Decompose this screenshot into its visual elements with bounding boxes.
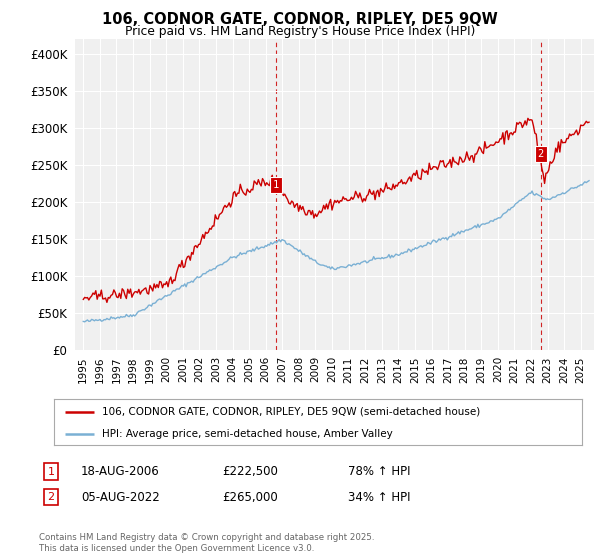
Text: 1: 1 (273, 180, 279, 190)
Text: 1: 1 (47, 466, 55, 477)
Text: 05-AUG-2022: 05-AUG-2022 (81, 491, 160, 504)
Text: 106, CODNOR GATE, CODNOR, RIPLEY, DE5 9QW: 106, CODNOR GATE, CODNOR, RIPLEY, DE5 9Q… (102, 12, 498, 27)
Text: £265,000: £265,000 (222, 491, 278, 504)
Text: 78% ↑ HPI: 78% ↑ HPI (348, 465, 410, 478)
Text: 18-AUG-2006: 18-AUG-2006 (81, 465, 160, 478)
Text: £222,500: £222,500 (222, 465, 278, 478)
Text: 2: 2 (47, 492, 55, 502)
Text: 34% ↑ HPI: 34% ↑ HPI (348, 491, 410, 504)
Text: HPI: Average price, semi-detached house, Amber Valley: HPI: Average price, semi-detached house,… (101, 428, 392, 438)
Text: Contains HM Land Registry data © Crown copyright and database right 2025.
This d: Contains HM Land Registry data © Crown c… (39, 533, 374, 553)
Text: Price paid vs. HM Land Registry's House Price Index (HPI): Price paid vs. HM Land Registry's House … (125, 25, 475, 38)
Text: 106, CODNOR GATE, CODNOR, RIPLEY, DE5 9QW (semi-detached house): 106, CODNOR GATE, CODNOR, RIPLEY, DE5 9Q… (101, 407, 480, 417)
Text: 2: 2 (538, 149, 544, 159)
